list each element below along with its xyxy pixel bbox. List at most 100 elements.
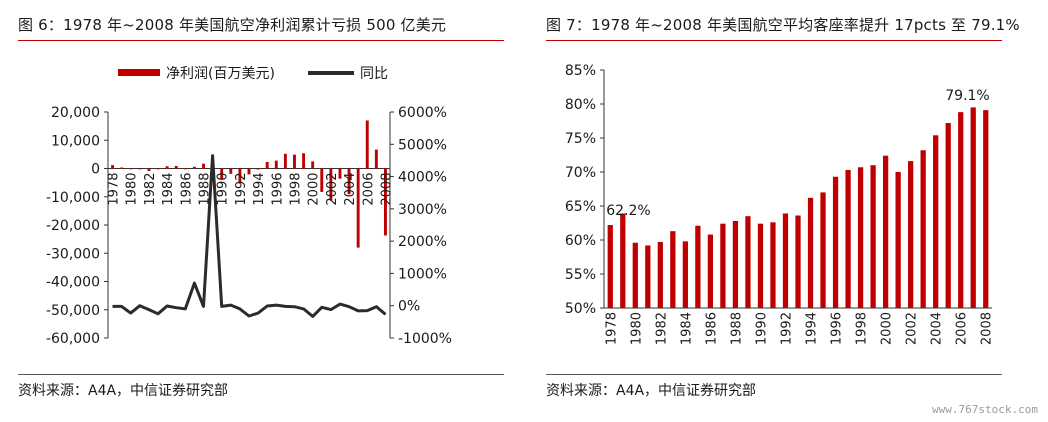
bar-load-factor xyxy=(707,234,714,308)
x-tick-label: 1982 xyxy=(143,173,158,206)
bar-net-profit xyxy=(192,166,196,169)
x-tick-label: 1980 xyxy=(629,312,644,345)
bar-net-profit xyxy=(256,168,260,170)
right-chart-title: 图 7：1978 年~2008 年美国航空平均客座率提升 17pcts 至 79… xyxy=(546,16,1020,34)
bar-net-profit xyxy=(274,160,278,169)
right-panel: 图 7：1978 年~2008 年美国航空平均客座率提升 17pcts 至 79… xyxy=(546,0,1020,422)
bar-load-factor xyxy=(670,231,676,308)
bar-net-profit xyxy=(293,154,296,169)
x-tick-label: 1984 xyxy=(679,312,694,345)
x-tick-label: 1990 xyxy=(754,312,769,345)
bar-load-factor xyxy=(908,161,914,308)
x-tick-label: 1992 xyxy=(779,312,794,345)
y-left-tick-label: 10,000 xyxy=(51,133,100,149)
bar-net-profit xyxy=(129,168,133,170)
bar-net-profit xyxy=(174,165,178,169)
bar-load-factor xyxy=(945,123,951,308)
x-tick-label: 2002 xyxy=(905,312,920,345)
bar-net-profit xyxy=(374,149,378,169)
y-tick-label: 70% xyxy=(565,165,596,181)
bar-load-factor xyxy=(607,225,613,308)
y-tick-label: 75% xyxy=(565,131,596,147)
bar-load-factor xyxy=(807,197,814,308)
y-left-tick-label: 20,000 xyxy=(51,105,100,121)
bar-load-factor xyxy=(757,223,764,308)
left-source-rule xyxy=(18,374,504,375)
x-tick-label: 1986 xyxy=(704,312,719,345)
legend-label-yoy: 同比 xyxy=(360,66,388,82)
bar-load-factor xyxy=(895,172,901,308)
y-tick-label: 80% xyxy=(565,97,596,113)
x-tick-label: 1994 xyxy=(805,312,820,345)
bar-net-profit xyxy=(283,153,287,169)
left-panel: 图 6：1978 年~2008 年美国航空净利润累计亏损 500 亿美元 净利润… xyxy=(18,0,504,422)
y-right-tick-label: -1000% xyxy=(398,331,452,347)
y-right-tick-label: 6000% xyxy=(398,105,447,121)
bar-net-profit xyxy=(356,168,360,248)
x-tick-label: 2006 xyxy=(361,173,376,206)
bar-net-profit xyxy=(138,168,142,170)
bar-load-factor xyxy=(645,245,651,308)
x-tick-label: 1990 xyxy=(216,173,231,206)
bar-net-profit xyxy=(111,165,115,169)
bar-load-factor xyxy=(845,169,851,308)
x-tick-label: 1978 xyxy=(604,312,619,345)
bar-net-profit xyxy=(320,168,324,192)
right-source: 资料来源：A4A，中信证券研究部 xyxy=(546,383,757,399)
y-right-tick-label: 4000% xyxy=(398,170,447,186)
y-right-tick-label: 5000% xyxy=(398,137,447,153)
bar-load-factor xyxy=(720,223,726,308)
data-label-annotation: 79.1% xyxy=(945,88,989,104)
y-right-tick-label: 0% xyxy=(398,299,420,315)
y-left-tick-label: -20,000 xyxy=(46,218,100,234)
bar-load-factor xyxy=(632,242,638,308)
x-tick-label: 2004 xyxy=(343,173,358,206)
y-right-tick-label: 1000% xyxy=(398,266,447,282)
bar-net-profit xyxy=(365,120,369,169)
x-tick-label: 1982 xyxy=(654,312,669,345)
x-tick-label: 1988 xyxy=(729,312,744,345)
bar-net-profit xyxy=(311,161,315,169)
legend-swatch-net-profit xyxy=(118,69,160,76)
y-tick-label: 60% xyxy=(565,233,596,249)
bar-load-factor xyxy=(745,216,751,308)
y-left-tick-label: -10,000 xyxy=(46,190,100,206)
bar-net-profit xyxy=(247,168,251,175)
x-tick-label: 1994 xyxy=(252,173,267,206)
y-left-tick-label: -40,000 xyxy=(46,275,100,291)
x-tick-label: 1980 xyxy=(125,173,140,206)
bar-net-profit xyxy=(183,168,187,170)
bar-load-factor xyxy=(620,213,626,308)
bar-load-factor xyxy=(732,220,739,308)
bar-net-profit xyxy=(156,168,160,170)
right-chart: 85% 80% 75% 70% 65% 60% 55% 50% 1978 1980 1982 1984… xyxy=(565,63,995,345)
y-left-tick-label: 0 xyxy=(91,162,100,178)
left-source: 资料来源：A4A，中信证券研究部 xyxy=(18,383,229,399)
bar-load-factor xyxy=(770,222,776,308)
bar-net-profit xyxy=(265,162,269,169)
x-tick-label: 1998 xyxy=(288,173,303,206)
y-left-tick-label: -50,000 xyxy=(46,303,100,319)
y-tick-label: 65% xyxy=(565,199,596,215)
y-tick-label: 50% xyxy=(565,301,596,317)
y-left-tick-label: -60,000 xyxy=(46,331,100,347)
bar-load-factor xyxy=(970,107,976,309)
y-right-tick-label: 2000% xyxy=(398,234,447,250)
bar-net-profit xyxy=(302,153,306,169)
bar-load-factor xyxy=(882,155,889,308)
x-tick-label: 2006 xyxy=(955,312,970,345)
left-chart: 净利润(百万美元) 同比 20,000 10,000 0 -10,000 -20,000 -3… xyxy=(46,66,452,347)
bar-net-profit xyxy=(383,168,387,236)
bar-net-profit xyxy=(329,168,333,201)
x-tick-label: 1998 xyxy=(855,312,870,345)
bar-net-profit xyxy=(220,168,224,180)
bar-net-profit xyxy=(120,167,124,169)
bar-load-factor xyxy=(920,150,926,308)
bar-net-profit xyxy=(147,168,151,172)
bar-load-factor xyxy=(782,213,789,308)
bar-load-factor xyxy=(820,192,826,308)
x-tick-label: 1978 xyxy=(107,173,122,206)
bar-load-factor xyxy=(958,112,964,308)
x-tick-label: 1992 xyxy=(234,173,249,206)
bar-load-factor xyxy=(682,241,688,308)
